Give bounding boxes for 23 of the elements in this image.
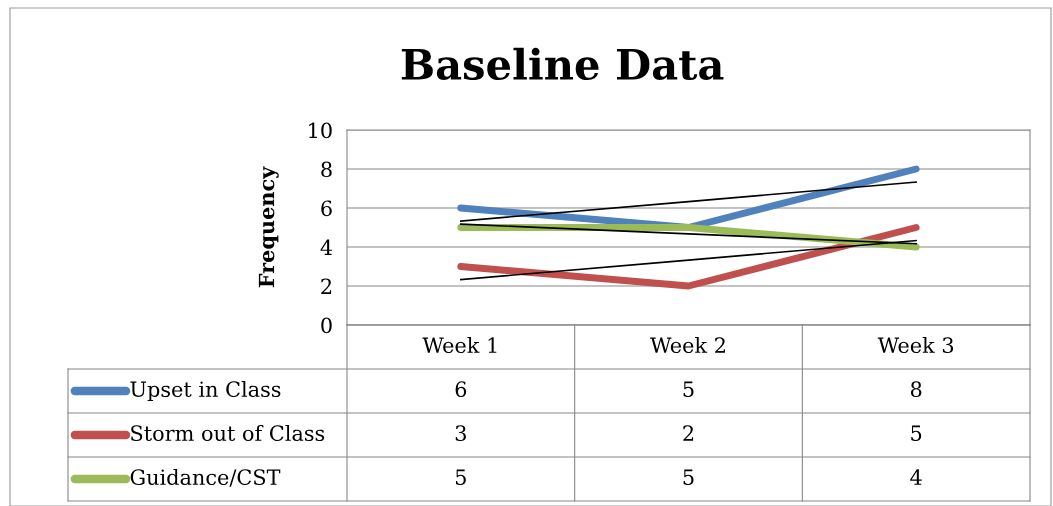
data-label: 5 bbox=[683, 469, 694, 486]
y-tick-label: 10 bbox=[309, 122, 332, 139]
y-tick-label: 6 bbox=[321, 200, 332, 217]
y-tick-label: 0 bbox=[321, 317, 332, 334]
data-label: 5 bbox=[455, 469, 466, 486]
legend-label: Upset in Class bbox=[130, 380, 281, 402]
legend-label: Storm out of Class bbox=[131, 424, 325, 442]
chart-title: Baseline Data bbox=[401, 47, 724, 81]
data-label: 6 bbox=[455, 381, 467, 398]
data-label: 5 bbox=[911, 425, 922, 442]
y-tick-label: 2 bbox=[321, 278, 332, 294]
legend-label: Guidance/CST bbox=[130, 468, 281, 487]
y-tick-label: 4 bbox=[320, 239, 333, 255]
data-label: 3 bbox=[455, 425, 466, 442]
data-label: 2 bbox=[683, 425, 694, 441]
x-tick-label: Week 3 bbox=[877, 336, 954, 354]
y-tick-label: 8 bbox=[321, 161, 332, 178]
x-tick-label: Week 1 bbox=[422, 336, 497, 354]
x-tick-label: Week 2 bbox=[650, 336, 725, 354]
y-axis-title: Frequency bbox=[258, 166, 279, 288]
data-label: 4 bbox=[910, 469, 922, 485]
data-label: 5 bbox=[683, 381, 694, 398]
data-label: 8 bbox=[910, 381, 922, 398]
